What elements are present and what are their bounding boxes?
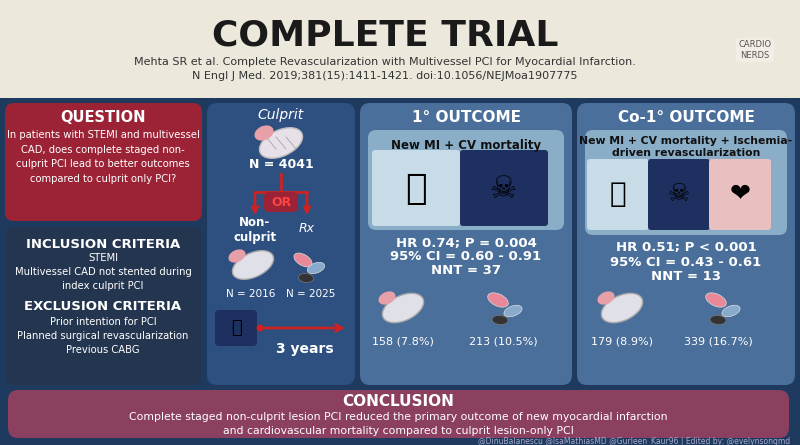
Text: 213 (10.5%): 213 (10.5%)	[469, 337, 538, 347]
Ellipse shape	[382, 293, 424, 323]
Text: Complete staged non-culprit lesion PCI reduced the primary outcome of new myocar: Complete staged non-culprit lesion PCI r…	[129, 412, 667, 436]
Text: CARDIO
NERDS: CARDIO NERDS	[738, 40, 771, 60]
FancyBboxPatch shape	[648, 159, 710, 230]
Ellipse shape	[259, 128, 302, 158]
FancyBboxPatch shape	[585, 130, 787, 235]
FancyBboxPatch shape	[215, 310, 257, 346]
Circle shape	[257, 324, 263, 332]
FancyBboxPatch shape	[460, 150, 548, 226]
Text: In patients with STEMI and multivessel
CAD, does complete staged non-
culprit PC: In patients with STEMI and multivessel C…	[6, 130, 199, 184]
Ellipse shape	[602, 293, 642, 323]
Text: 🫀: 🫀	[610, 180, 626, 208]
Text: 95% CI = 0.60 - 0.91: 95% CI = 0.60 - 0.91	[390, 251, 542, 263]
Ellipse shape	[233, 251, 274, 279]
Text: ☠️: ☠️	[668, 182, 690, 206]
Text: 📅: 📅	[230, 319, 242, 337]
Ellipse shape	[492, 316, 508, 324]
Ellipse shape	[598, 291, 614, 305]
Ellipse shape	[722, 305, 740, 317]
FancyBboxPatch shape	[587, 159, 649, 230]
Ellipse shape	[298, 274, 314, 283]
FancyBboxPatch shape	[5, 103, 202, 221]
Text: 95% CI = 0.43 - 0.61: 95% CI = 0.43 - 0.61	[610, 255, 762, 268]
Text: Culprit: Culprit	[258, 108, 304, 122]
Text: Prior intention for PCI
Planned surgical revascularization
Previous CABG: Prior intention for PCI Planned surgical…	[18, 317, 189, 355]
Text: ❤️: ❤️	[730, 182, 750, 206]
Text: INCLUSION CRITERIA: INCLUSION CRITERIA	[26, 238, 180, 251]
FancyBboxPatch shape	[264, 192, 298, 212]
Text: @DinuBalanescu @IsaMathiasMD @Gurleen_Kaur96 | Edited by: @evelynsongmd: @DinuBalanescu @IsaMathiasMD @Gurleen_Ka…	[478, 437, 790, 445]
Text: N = 2025: N = 2025	[286, 289, 336, 299]
Ellipse shape	[294, 253, 312, 267]
Text: STEMI
Multivessel CAD not stented during
index culprit PCI: STEMI Multivessel CAD not stented during…	[14, 253, 191, 291]
Ellipse shape	[378, 291, 395, 305]
Text: 🫀: 🫀	[405, 172, 427, 206]
Text: OR: OR	[271, 195, 291, 209]
Text: HR 0.74; P = 0.004: HR 0.74; P = 0.004	[395, 236, 537, 250]
FancyBboxPatch shape	[360, 103, 572, 385]
Ellipse shape	[504, 305, 522, 317]
Text: N = 2016: N = 2016	[226, 289, 276, 299]
FancyBboxPatch shape	[372, 150, 460, 226]
Text: 179 (8.9%): 179 (8.9%)	[591, 337, 653, 347]
Ellipse shape	[307, 263, 325, 274]
Text: 339 (16.7%): 339 (16.7%)	[684, 337, 752, 347]
Ellipse shape	[706, 293, 726, 307]
FancyBboxPatch shape	[368, 130, 564, 230]
Text: ☠️: ☠️	[490, 174, 518, 203]
Text: NNT = 13: NNT = 13	[651, 270, 721, 283]
FancyBboxPatch shape	[709, 159, 771, 230]
FancyBboxPatch shape	[5, 227, 202, 385]
Text: Co-1° OUTCOME: Co-1° OUTCOME	[618, 110, 754, 125]
Text: N Engl J Med. 2019;381(15):1411-1421. doi:10.1056/NEJMoa1907775: N Engl J Med. 2019;381(15):1411-1421. do…	[192, 71, 578, 81]
Text: EXCLUSION CRITERIA: EXCLUSION CRITERIA	[25, 299, 182, 312]
Ellipse shape	[710, 316, 726, 324]
Text: NNT = 37: NNT = 37	[431, 264, 501, 278]
Text: Rx: Rx	[299, 222, 315, 235]
Text: Non-
culprit: Non- culprit	[234, 216, 277, 244]
Text: Mehta SR et al. Complete Revascularization with Multivessel PCI for Myocardial I: Mehta SR et al. Complete Revascularizati…	[134, 57, 636, 67]
Text: COMPLETE TRIAL: COMPLETE TRIAL	[212, 19, 558, 53]
Text: CONCLUSION: CONCLUSION	[342, 395, 454, 409]
Text: N = 4041: N = 4041	[249, 158, 314, 171]
Ellipse shape	[488, 293, 508, 307]
FancyBboxPatch shape	[0, 0, 800, 98]
FancyBboxPatch shape	[577, 103, 795, 385]
Ellipse shape	[229, 249, 246, 263]
Text: 1° OUTCOME: 1° OUTCOME	[411, 110, 521, 125]
Text: QUESTION: QUESTION	[60, 110, 146, 125]
FancyBboxPatch shape	[207, 103, 355, 385]
FancyBboxPatch shape	[8, 390, 789, 438]
Ellipse shape	[254, 125, 274, 141]
Text: HR 0.51; P < 0.001: HR 0.51; P < 0.001	[616, 242, 756, 255]
Text: New MI + CV mortality + Ischemia-
driven revascularization: New MI + CV mortality + Ischemia- driven…	[579, 136, 793, 158]
Text: 158 (7.8%): 158 (7.8%)	[372, 337, 434, 347]
Text: New MI + CV mortality: New MI + CV mortality	[391, 138, 541, 151]
Text: 3 years: 3 years	[276, 342, 334, 356]
